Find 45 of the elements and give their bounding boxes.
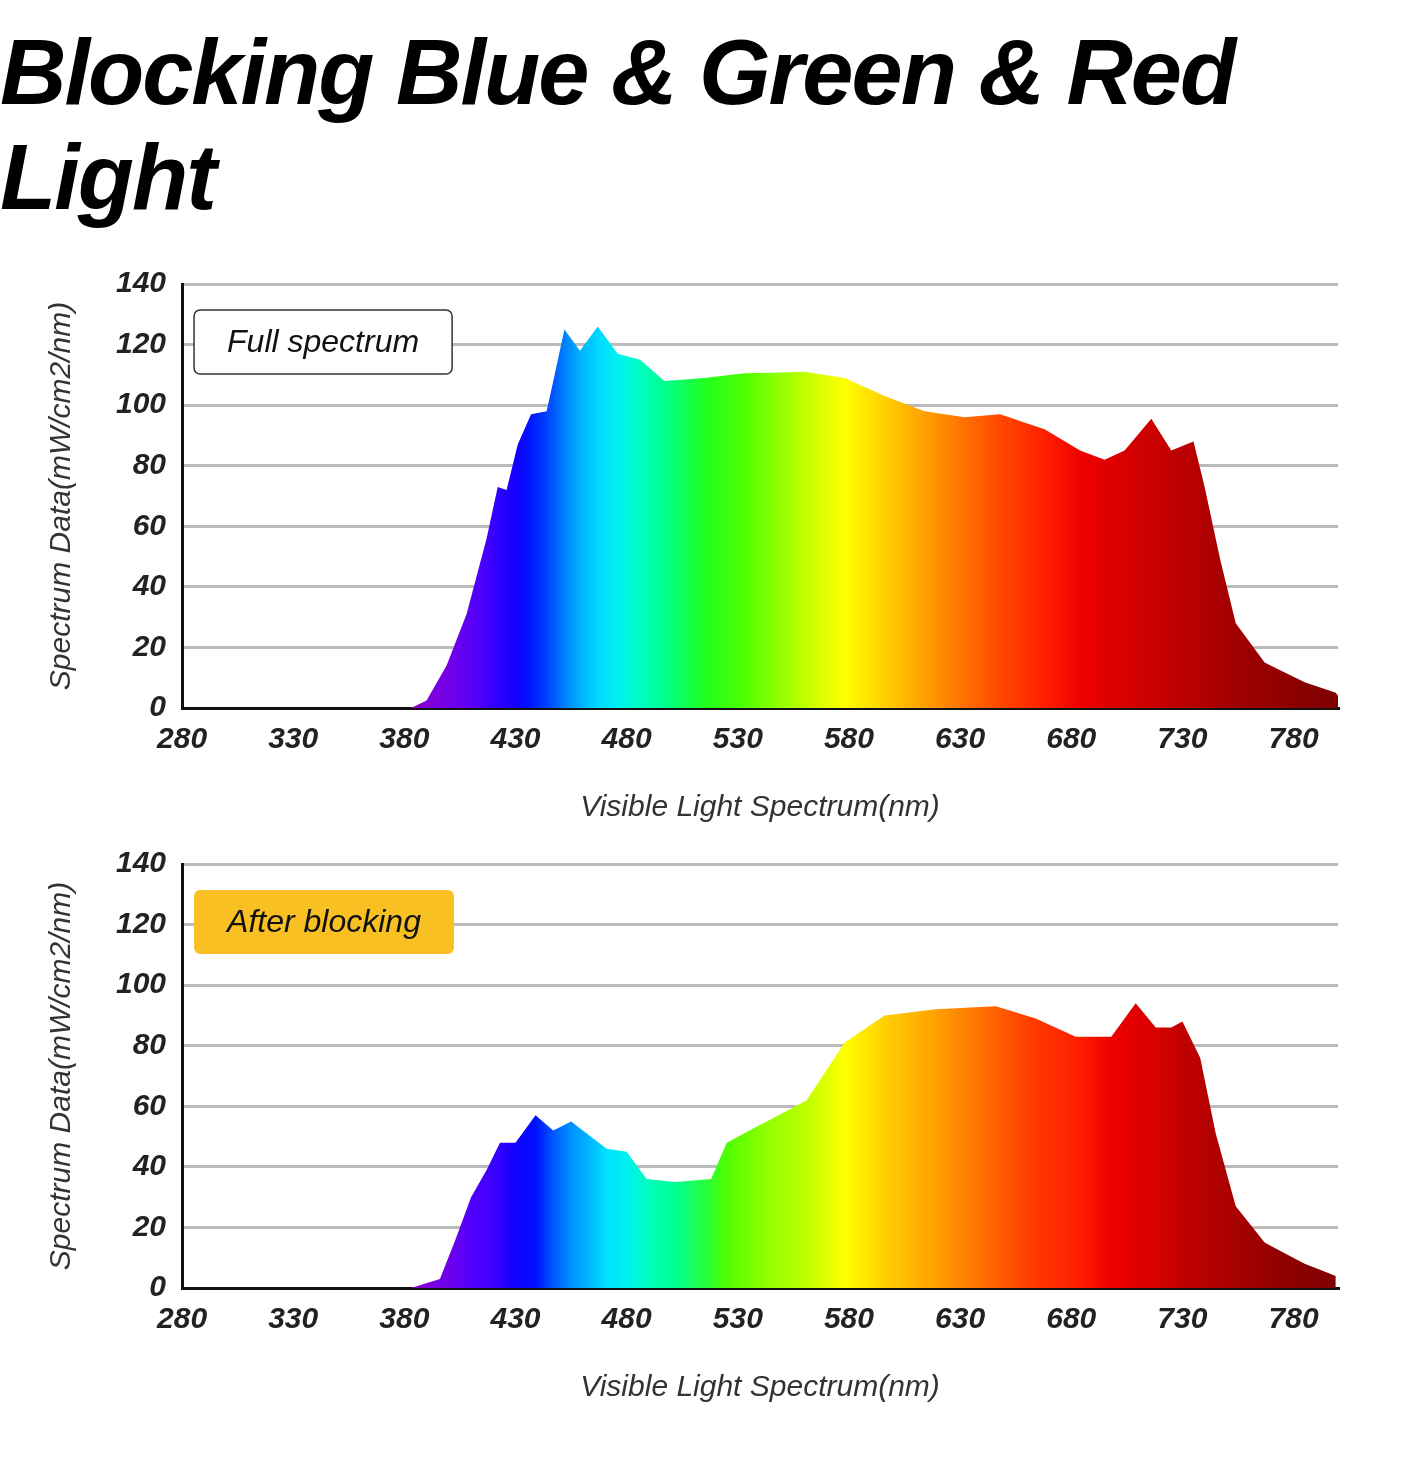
y-tick-label: 0 [149,689,167,723]
x-tick-label: 780 [1268,1301,1319,1335]
y-axis-title: Spectrum Data(mW/cm2/nm) [43,301,77,691]
y-tick-label: 120 [115,325,167,359]
x-tick-label: 680 [1046,721,1097,755]
x-tick-label: 730 [1157,721,1208,755]
y-tick-label: 120 [115,905,167,939]
x-tick-label: 780 [1268,721,1319,755]
chart-title: Blocking Blue & Green & Red Light [0,20,1239,230]
x-tick-label: 280 [156,1301,208,1335]
y-tick-label: 140 [115,845,167,879]
y-tick-label: 100 [115,966,167,1000]
x-tick-label: 630 [935,721,986,755]
y-tick-label: 80 [132,1026,167,1060]
x-tick-label: 330 [268,721,319,755]
x-tick-label: 430 [489,721,541,755]
x-tick-label: 680 [1046,1301,1097,1335]
x-axis-title: Visible Light Spectrum(nm) [580,1369,940,1403]
annotation: After blocking [225,902,422,939]
y-tick-label: 20 [131,1208,167,1242]
x-tick-label: 580 [823,721,875,755]
x-tick-label: 280 [156,721,208,755]
y-tick-label: 20 [131,628,167,662]
y-tick-label: 60 [132,1087,167,1121]
x-tick-label: 530 [712,1301,764,1335]
annotation: Full spectrum [227,322,420,359]
x-tick-label: 630 [935,1301,986,1335]
x-tick-label: 580 [823,1301,875,1335]
x-tick-label: 380 [379,721,430,755]
x-tick-label: 330 [268,1301,319,1335]
x-axis-title: Visible Light Spectrum(nm) [580,789,940,823]
x-tick-label: 430 [489,1301,541,1335]
y-tick-label: 60 [132,507,167,541]
x-tick-label: 530 [712,721,764,755]
y-tick-label: 100 [115,386,167,420]
y-tick-label: 40 [131,1148,167,1182]
x-tick-label: 380 [379,1301,430,1335]
y-tick-label: 80 [132,446,167,480]
x-tick-label: 480 [600,1301,652,1335]
y-tick-label: 140 [115,265,167,299]
y-tick-label: 0 [149,1269,167,1303]
y-tick-label: 40 [131,568,167,602]
y-axis-title: Spectrum Data(mW/cm2/nm) [43,881,77,1271]
x-tick-label: 480 [600,721,652,755]
x-tick-label: 730 [1157,1301,1208,1335]
